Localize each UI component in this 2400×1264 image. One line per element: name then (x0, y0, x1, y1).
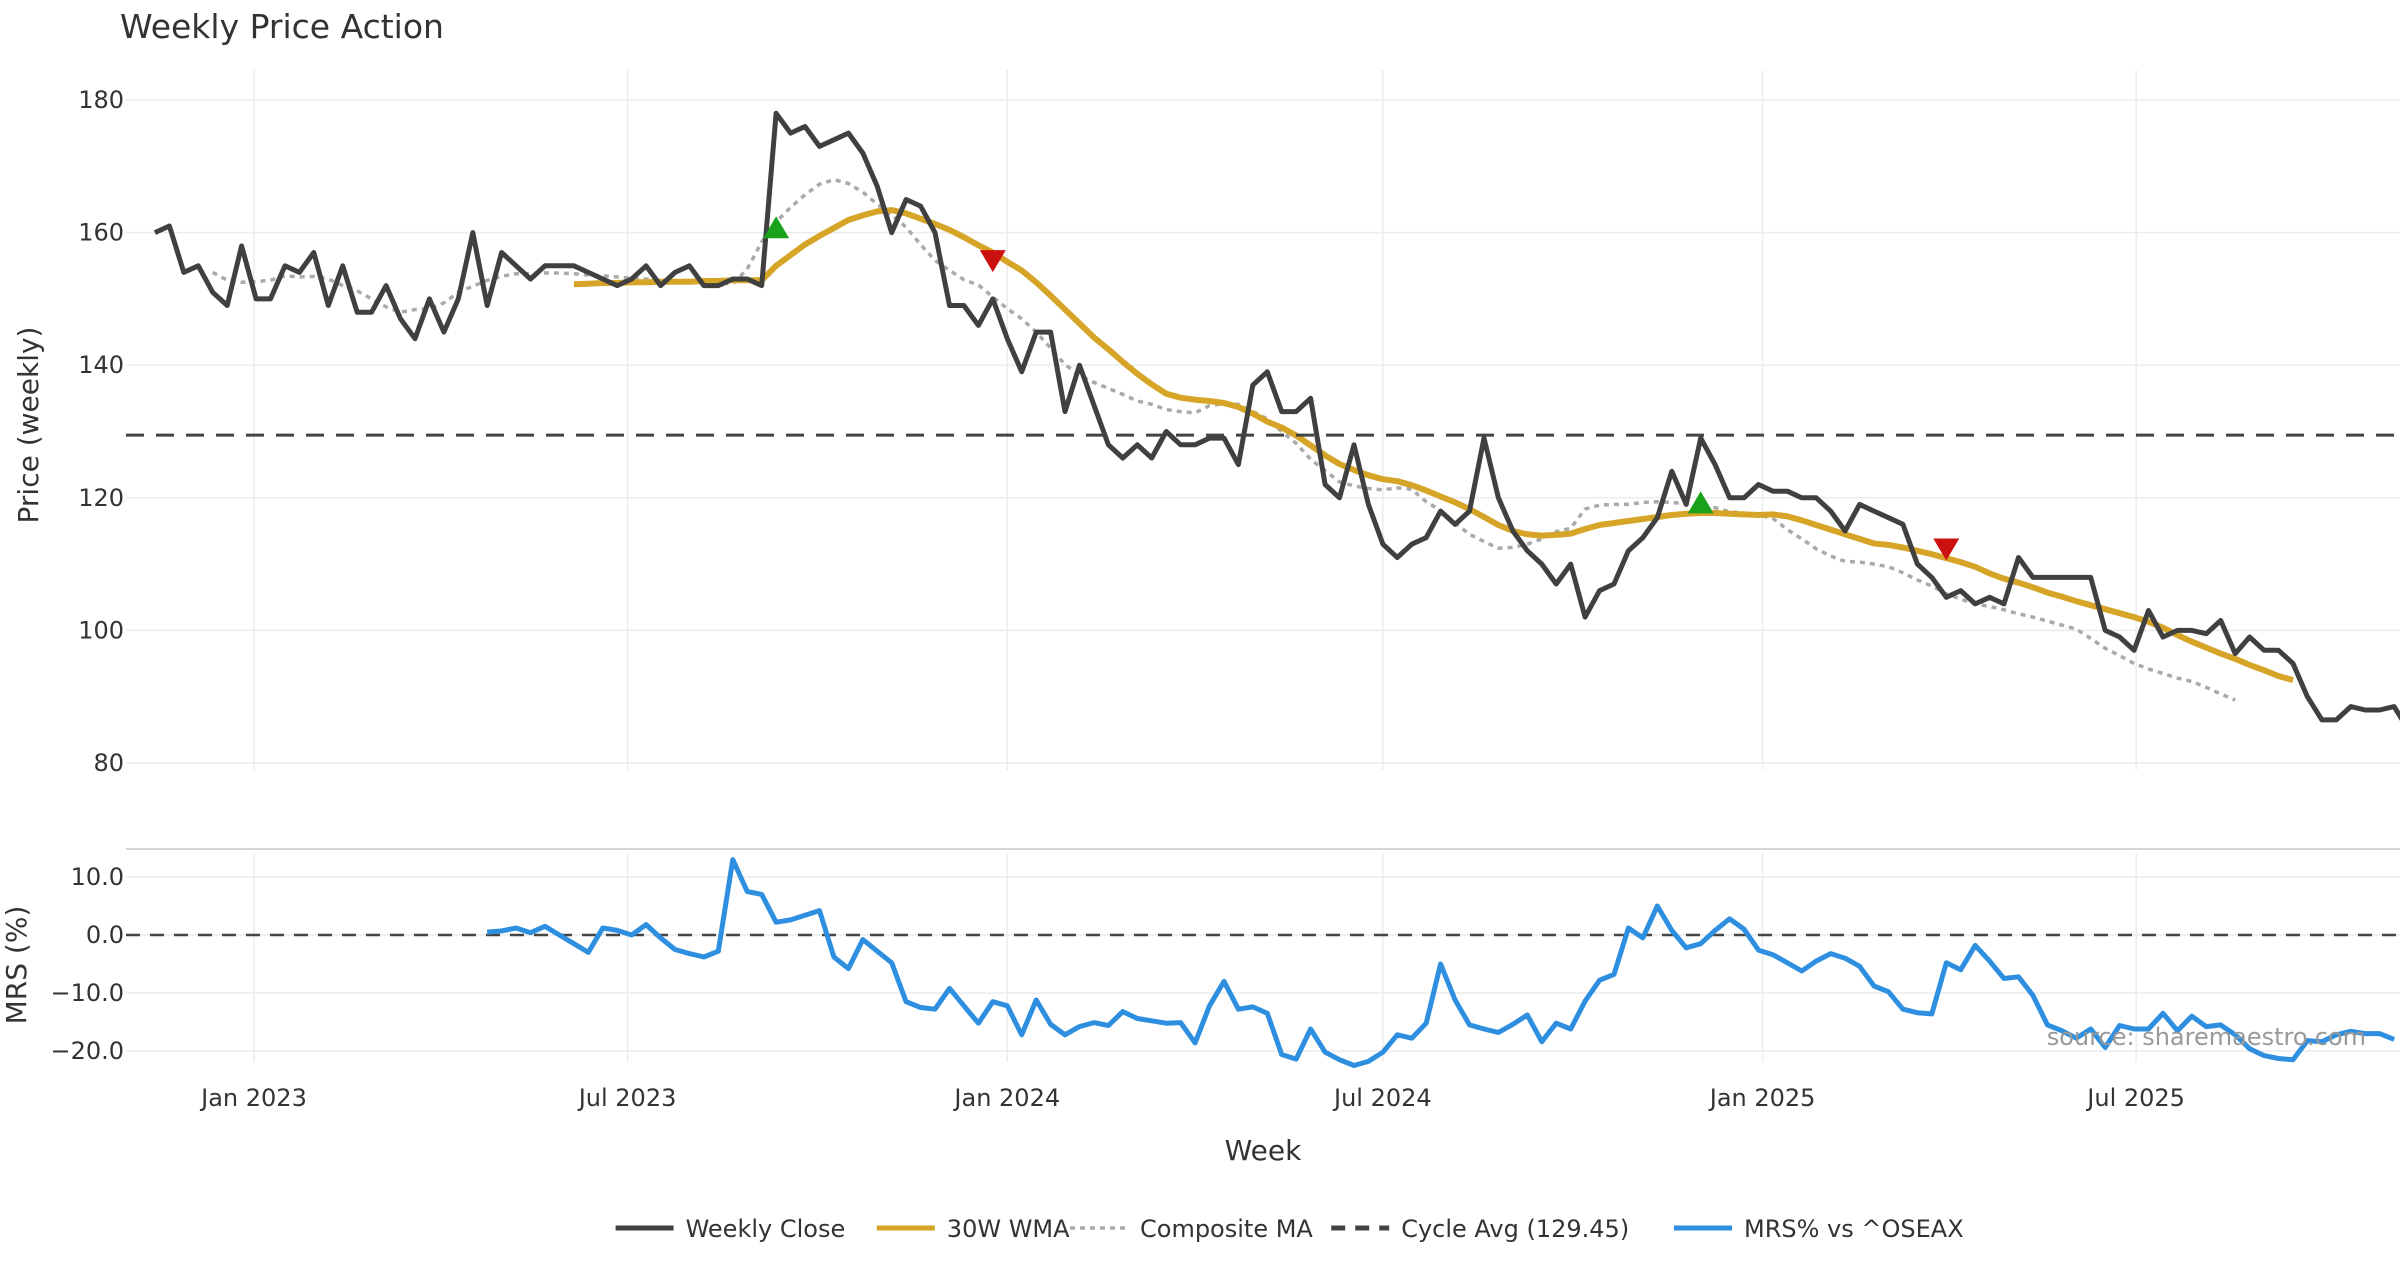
x-tick-label: Jul 2023 (577, 1084, 677, 1112)
mrs-y-ticks: 10.0 0.0 −10.0 −20.0 (50, 863, 124, 1065)
price-y-tick-label: 100 (78, 616, 124, 644)
buy-signal-marker (763, 216, 790, 239)
price-y-tick-label: 140 (78, 351, 124, 379)
mrs-y-tick-label: 10.0 (71, 863, 124, 891)
mrs-gridlines (126, 853, 2400, 1062)
price-y-tick-label: 180 (78, 86, 124, 114)
legend-label: MRS% vs ^OSEAX (1744, 1215, 1964, 1243)
x-axis-ticks: Jan 2023 Jul 2023 Jan 2024 Jul 2024 Jan 2025… (199, 1084, 2185, 1112)
x-tick-label: Jan 2025 (1708, 1084, 1816, 1112)
legend-label: Cycle Avg (129.45) (1401, 1215, 1629, 1243)
mrs-series (126, 857, 2400, 1068)
x-tick-label: Jan 2024 (952, 1084, 1060, 1112)
price-series (126, 110, 2400, 723)
price-gridlines (126, 70, 2400, 770)
legend-label: 30W WMA (947, 1215, 1070, 1243)
price-y-tick-label: 160 (78, 219, 124, 247)
mrs-y-tick-label: −10.0 (50, 979, 124, 1007)
mrs-y-tick-label: 0.0 (86, 921, 124, 949)
mrs-y-axis-label: MRS (%) (0, 906, 33, 1025)
price-y-tick-label: 80 (93, 749, 124, 777)
x-tick-label: Jul 2024 (1332, 1084, 1432, 1112)
series-line-weekly-close (153, 110, 2400, 723)
mrs-y-tick-label: −20.0 (50, 1037, 124, 1065)
sell-signal-marker (1933, 538, 1960, 561)
x-tick-label: Jan 2023 (199, 1084, 307, 1112)
sell-signal-marker (979, 250, 1006, 273)
price-y-axis-label: Price (weekly) (12, 327, 45, 524)
legend-label: Composite MA (1140, 1215, 1313, 1243)
x-axis-label: Week (1225, 1134, 1302, 1167)
legend-label: Weekly Close (686, 1215, 846, 1243)
chart-title: Weekly Price Action (120, 7, 444, 46)
price-y-ticks: 80 100 120 140 160 180 (78, 86, 124, 777)
series-line-30w-wma (573, 207, 2294, 683)
x-tick-label: Jul 2025 (2085, 1084, 2185, 1112)
source-note: source: sharemaestro.com (2047, 1023, 2366, 1051)
buy-signal-marker (1687, 491, 1714, 514)
signal-markers (763, 216, 1960, 561)
legend: Weekly Close 30W WMA Composite MA Cycle Avg… (615, 1215, 1964, 1243)
series-line-mrs (486, 857, 2396, 1068)
price-y-tick-label: 120 (78, 484, 124, 512)
